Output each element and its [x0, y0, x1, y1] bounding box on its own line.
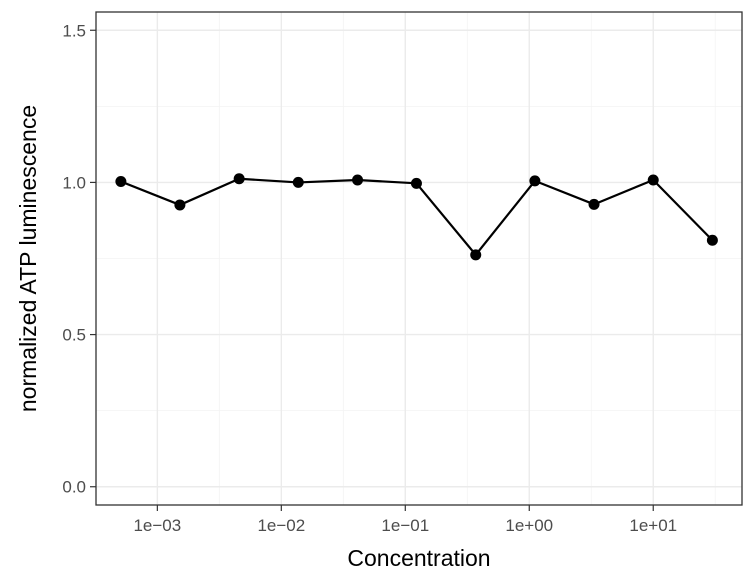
data-point [352, 174, 364, 186]
x-tick-label: 1e−03 [133, 516, 181, 535]
x-axis-tick-labels: 1e−03 1e−02 1e−01 1e+00 1e+01 [133, 516, 677, 535]
data-point [470, 249, 482, 261]
major-gridlines [96, 12, 742, 505]
y-axis-title: normalized ATP luminescence [15, 105, 41, 412]
axis-ticks [90, 29, 654, 511]
y-tick-label: 1.5 [62, 21, 86, 40]
x-tick-label: 1e+01 [629, 516, 677, 535]
data-point [706, 234, 718, 246]
minor-gridlines [96, 12, 742, 505]
data-point [233, 173, 245, 185]
plot-panel-border [95, 11, 743, 506]
x-tick-label: 1e−01 [381, 516, 429, 535]
data-point [588, 198, 600, 210]
data-point [410, 177, 422, 189]
y-tick-label: 0.0 [62, 478, 86, 497]
x-tick-label: 1e−02 [257, 516, 305, 535]
y-tick-label: 1.0 [62, 173, 86, 192]
x-axis-title: Concentration [347, 545, 490, 571]
data-point [115, 176, 127, 188]
data-point [529, 175, 541, 187]
data-point [174, 199, 186, 211]
data-point [647, 174, 659, 186]
y-tick-label: 0.5 [62, 326, 86, 345]
x-tick-label: 1e+00 [505, 516, 553, 535]
y-axis-tick-labels: 0.0 0.5 1.0 1.5 [62, 21, 86, 496]
data-series [115, 173, 718, 261]
data-point [292, 176, 304, 188]
